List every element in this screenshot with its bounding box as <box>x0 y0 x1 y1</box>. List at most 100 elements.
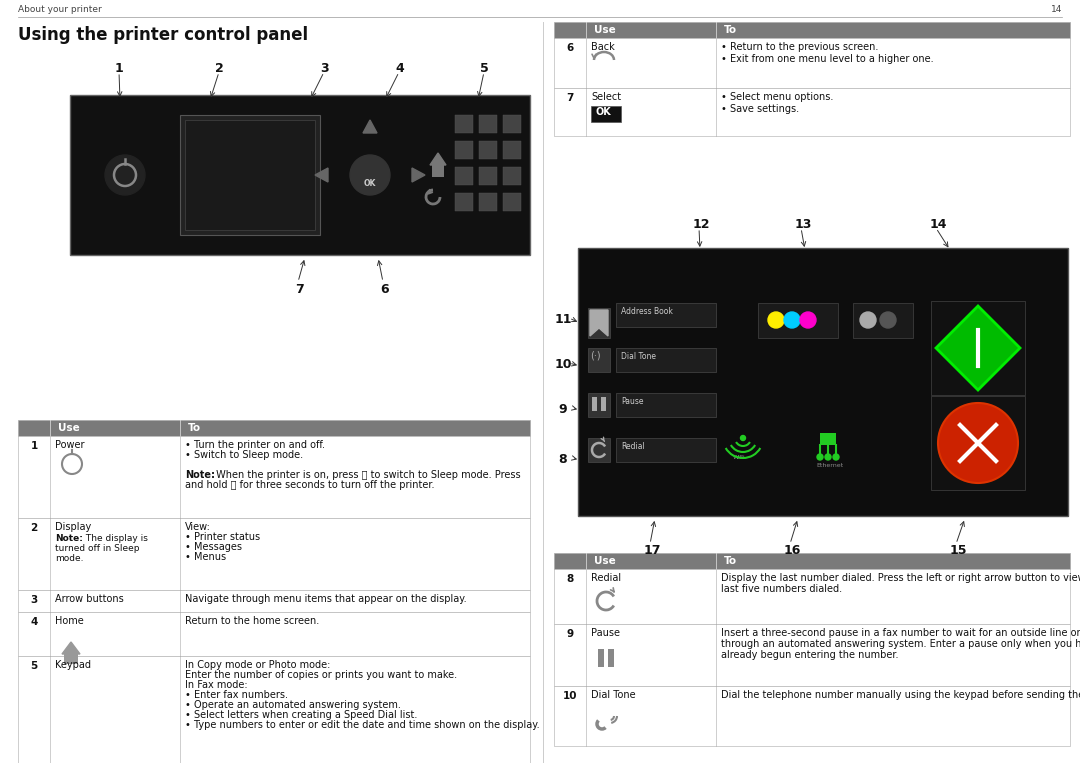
Text: Address Book: Address Book <box>621 307 673 316</box>
Text: last five numbers dialed.: last five numbers dialed. <box>721 584 842 594</box>
Text: Use: Use <box>594 556 616 566</box>
Text: 17: 17 <box>644 544 661 557</box>
Bar <box>18 590 530 612</box>
Bar <box>554 624 1070 686</box>
Text: • Menus: • Menus <box>185 552 226 562</box>
Text: Ethernet: Ethernet <box>816 463 843 468</box>
Text: and hold ⏻ for three seconds to turn off the printer.: and hold ⏻ for three seconds to turn off… <box>185 480 434 490</box>
Text: Insert a three-second pause in a fax number to wait for an outside line or get: Insert a three-second pause in a fax num… <box>721 628 1080 638</box>
Bar <box>432 165 444 177</box>
Bar <box>588 348 610 372</box>
Text: Use: Use <box>594 25 616 35</box>
Text: Note:: Note: <box>55 534 83 543</box>
Bar <box>853 303 913 338</box>
Text: 2: 2 <box>215 62 224 75</box>
Text: 7: 7 <box>566 93 573 103</box>
Circle shape <box>350 155 390 195</box>
Polygon shape <box>62 642 80 654</box>
Text: Pause: Pause <box>591 628 620 638</box>
Bar <box>70 95 530 255</box>
Text: 8: 8 <box>566 574 573 584</box>
Text: Navigate through menu items that appear on the display.: Navigate through menu items that appear … <box>185 594 467 604</box>
Text: 6: 6 <box>566 43 573 53</box>
Bar <box>64 654 78 664</box>
Text: OK: OK <box>364 179 376 188</box>
Bar <box>554 553 1070 569</box>
Bar <box>503 167 521 185</box>
Text: • Exit from one menu level to a higher one.: • Exit from one menu level to a higher o… <box>721 54 933 64</box>
Text: Dial the telephone number manually using the keypad before sending the fax.: Dial the telephone number manually using… <box>721 690 1080 700</box>
Circle shape <box>768 312 784 328</box>
Text: The display is: The display is <box>83 534 148 543</box>
Bar <box>931 396 1025 490</box>
Bar <box>503 115 521 133</box>
Text: • Turn the printer on and off.: • Turn the printer on and off. <box>185 440 325 450</box>
Polygon shape <box>430 153 446 165</box>
Text: About your printer: About your printer <box>18 5 102 14</box>
Text: To: To <box>724 25 738 35</box>
Bar <box>931 301 1025 395</box>
Text: 10: 10 <box>563 691 577 701</box>
Text: Enter the number of copies or prints you want to make.: Enter the number of copies or prints you… <box>185 670 457 680</box>
Bar <box>455 167 473 185</box>
Text: View:: View: <box>185 522 211 532</box>
Text: Use: Use <box>58 423 80 433</box>
Bar <box>591 106 621 122</box>
Text: 11: 11 <box>555 313 572 326</box>
Text: • Enter fax numbers.: • Enter fax numbers. <box>185 690 288 700</box>
Bar <box>588 308 610 338</box>
Text: To: To <box>188 423 201 433</box>
Text: • Select menu options.: • Select menu options. <box>721 92 834 102</box>
Text: turned off in Sleep: turned off in Sleep <box>55 544 139 553</box>
Circle shape <box>880 312 896 328</box>
Text: already begun entering the number.: already begun entering the number. <box>721 650 899 660</box>
Bar <box>180 115 320 235</box>
Bar <box>758 303 838 338</box>
Bar <box>455 193 473 211</box>
Circle shape <box>816 454 823 460</box>
Text: • Messages: • Messages <box>185 542 242 552</box>
Text: 3: 3 <box>320 62 328 75</box>
Circle shape <box>825 454 831 460</box>
Bar <box>616 438 716 462</box>
Text: • Operate an automated answering system.: • Operate an automated answering system. <box>185 700 401 710</box>
Text: 9: 9 <box>566 629 573 639</box>
Polygon shape <box>936 306 1020 390</box>
Bar <box>588 438 610 462</box>
Text: • Select letters when creating a Speed Dial list.: • Select letters when creating a Speed D… <box>185 710 417 720</box>
Text: Power: Power <box>55 440 84 450</box>
Text: To: To <box>724 556 738 566</box>
Bar <box>554 22 1070 38</box>
Text: 7: 7 <box>295 283 303 296</box>
Circle shape <box>860 312 876 328</box>
Text: Pause: Pause <box>621 397 644 406</box>
Text: OK: OK <box>596 107 611 117</box>
Text: 16: 16 <box>784 544 801 557</box>
Text: Back: Back <box>591 42 615 52</box>
Circle shape <box>741 436 745 440</box>
Bar <box>503 141 521 159</box>
Polygon shape <box>363 120 377 133</box>
Text: Dial Tone: Dial Tone <box>591 690 636 700</box>
Bar <box>592 397 597 411</box>
Bar <box>480 141 497 159</box>
Text: 12: 12 <box>693 218 711 231</box>
Bar <box>600 397 606 411</box>
Bar <box>18 612 530 656</box>
Bar <box>18 656 530 763</box>
Circle shape <box>784 312 800 328</box>
Text: 2: 2 <box>30 523 38 533</box>
Bar <box>18 518 530 590</box>
Bar <box>616 303 716 327</box>
Text: mode.: mode. <box>55 554 83 563</box>
Text: 4: 4 <box>30 617 38 627</box>
Polygon shape <box>315 168 328 182</box>
Text: 4: 4 <box>395 62 404 75</box>
Text: • Type numbers to enter or edit the date and time shown on the display.: • Type numbers to enter or edit the date… <box>185 720 540 730</box>
Text: In Fax mode:: In Fax mode: <box>185 680 247 690</box>
Bar <box>480 115 497 133</box>
Text: • Printer status: • Printer status <box>185 532 260 542</box>
Text: Arrow buttons: Arrow buttons <box>55 594 124 604</box>
Bar <box>588 393 610 417</box>
Text: Home: Home <box>55 616 84 626</box>
